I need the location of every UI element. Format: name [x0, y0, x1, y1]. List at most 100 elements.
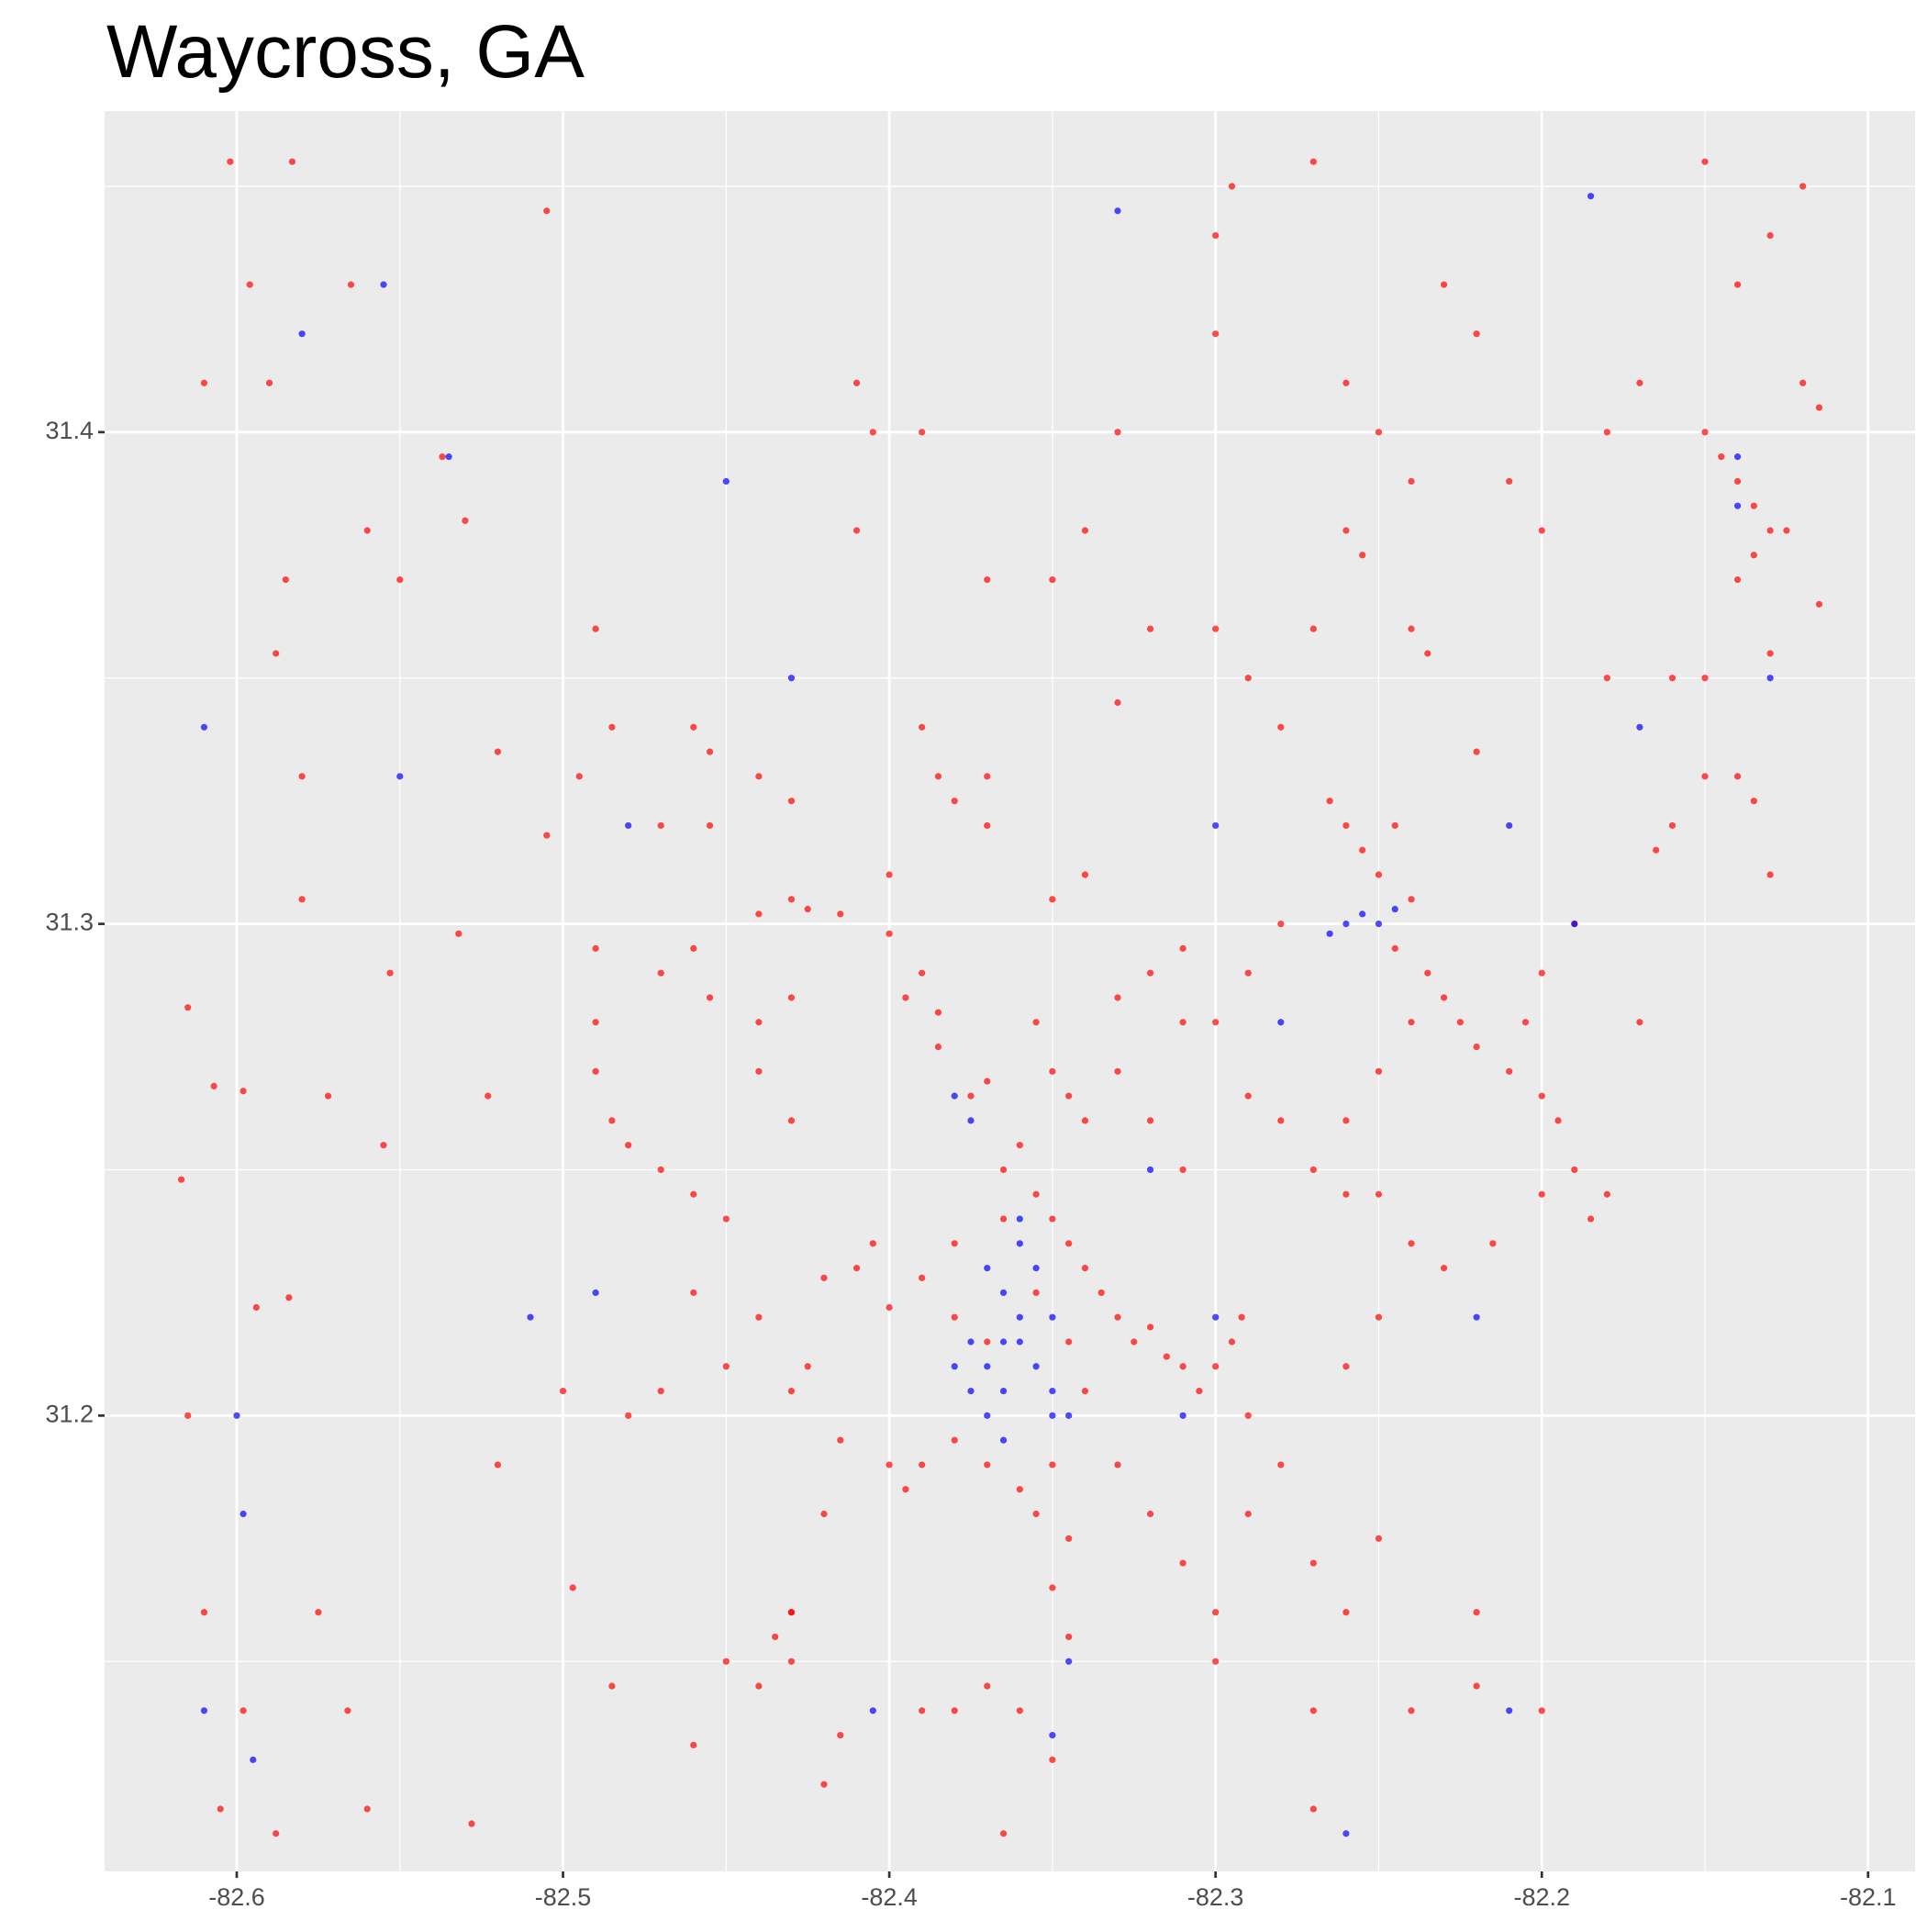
point: [1146, 1166, 1154, 1174]
point: [787, 675, 796, 682]
point: [951, 1313, 958, 1321]
point: [1473, 1682, 1480, 1690]
point: [527, 1313, 534, 1321]
point: [1359, 552, 1366, 559]
point: [1277, 1019, 1285, 1026]
point: [1016, 1240, 1023, 1247]
point: [608, 1117, 616, 1124]
point: [1277, 1461, 1285, 1469]
point: [1228, 183, 1236, 190]
point: [1179, 1166, 1186, 1174]
point: [1506, 1707, 1513, 1714]
point: [1049, 1731, 1056, 1739]
point: [820, 1274, 828, 1281]
point: [608, 1682, 616, 1690]
point: [886, 1461, 893, 1469]
point: [569, 1584, 576, 1591]
point: [1065, 1338, 1073, 1346]
point: [722, 1363, 730, 1370]
point: [1081, 527, 1089, 534]
point: [227, 158, 234, 165]
y-tick-label: 31.3: [45, 909, 94, 936]
point: [951, 1363, 958, 1370]
point: [285, 1294, 293, 1301]
point: [1391, 905, 1398, 913]
point: [690, 1741, 697, 1748]
point: [1375, 871, 1383, 878]
point: [722, 1215, 730, 1223]
point: [1653, 846, 1660, 854]
point: [1506, 477, 1513, 486]
point: [1238, 1313, 1245, 1321]
point: [344, 1707, 351, 1714]
point: [984, 773, 991, 780]
point: [999, 1215, 1008, 1223]
point: [184, 1412, 192, 1419]
point: [324, 1092, 332, 1100]
point: [1114, 207, 1121, 215]
point: [592, 625, 599, 632]
point: [1114, 1313, 1121, 1321]
point: [1750, 502, 1757, 509]
point: [380, 1142, 387, 1149]
point: [1815, 600, 1823, 608]
point: [1114, 429, 1121, 436]
point: [1440, 281, 1448, 288]
point: [657, 821, 664, 830]
point: [1065, 1240, 1073, 1247]
point: [657, 1387, 664, 1395]
point: [1309, 1166, 1317, 1174]
point: [787, 896, 796, 903]
point: [1473, 330, 1480, 338]
point: [1571, 921, 1578, 928]
point: [837, 910, 844, 918]
point: [1179, 1019, 1186, 1026]
point: [592, 1067, 599, 1075]
point: [1342, 921, 1350, 928]
point: [967, 1387, 975, 1395]
point: [1016, 1215, 1023, 1223]
point: [984, 575, 991, 584]
point: [772, 1633, 779, 1641]
point: [1016, 1313, 1023, 1321]
point: [919, 1707, 926, 1714]
point: [919, 969, 926, 977]
point: [690, 1190, 697, 1198]
point: [1049, 1756, 1056, 1763]
point: [984, 1265, 991, 1272]
point: [1587, 1215, 1595, 1223]
point: [494, 748, 502, 755]
point: [273, 650, 280, 657]
point: [1668, 821, 1676, 830]
point: [363, 1805, 371, 1813]
point: [1097, 1289, 1105, 1297]
point: [869, 1707, 876, 1714]
point: [1309, 158, 1317, 165]
point: [1342, 527, 1350, 534]
point: [1733, 575, 1742, 584]
point: [1571, 1166, 1578, 1174]
grid: [105, 111, 1915, 1871]
point: [1733, 477, 1742, 486]
point: [951, 1092, 958, 1100]
point: [1114, 994, 1121, 1001]
point: [1244, 675, 1252, 682]
point: [1049, 575, 1056, 584]
point: [984, 1363, 991, 1370]
point: [1212, 1019, 1220, 1026]
point: [1473, 748, 1480, 755]
point: [657, 1166, 664, 1174]
point: [820, 1781, 828, 1788]
point: [886, 1303, 893, 1312]
point: [625, 1412, 632, 1419]
point: [1554, 1117, 1562, 1124]
point: [239, 1510, 247, 1518]
point: [1212, 231, 1220, 240]
point: [1114, 1461, 1121, 1469]
point: [1766, 650, 1774, 657]
point: [1065, 1412, 1073, 1419]
point: [200, 1609, 208, 1616]
point: [239, 1088, 247, 1095]
point: [1212, 330, 1220, 338]
